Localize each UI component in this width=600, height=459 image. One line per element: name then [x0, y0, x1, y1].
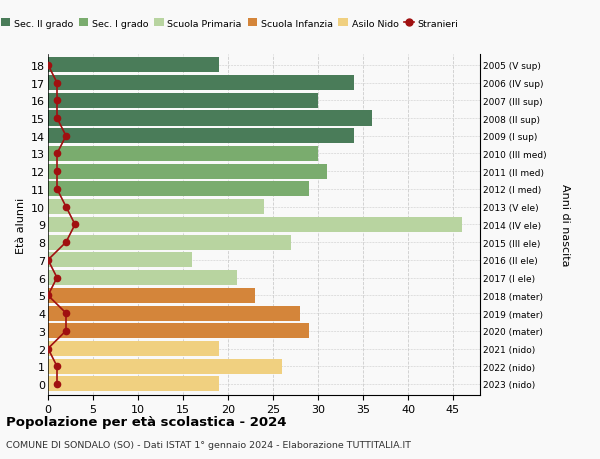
Bar — [48, 306, 300, 321]
Bar — [48, 94, 318, 109]
Bar — [48, 129, 354, 144]
Bar — [48, 76, 354, 91]
Bar — [48, 376, 219, 392]
Bar — [48, 359, 282, 374]
Bar — [48, 111, 372, 126]
Bar — [48, 182, 309, 197]
Bar — [48, 58, 219, 73]
Bar — [48, 200, 264, 215]
Bar — [48, 324, 309, 339]
Bar — [48, 146, 318, 162]
Bar — [48, 164, 327, 179]
Y-axis label: Anni di nascita: Anni di nascita — [560, 184, 570, 266]
Text: Popolazione per età scolastica - 2024: Popolazione per età scolastica - 2024 — [6, 415, 287, 428]
Legend: Sec. II grado, Sec. I grado, Scuola Primaria, Scuola Infanzia, Asilo Nido, Stran: Sec. II grado, Sec. I grado, Scuola Prim… — [0, 16, 462, 32]
Bar — [48, 253, 192, 268]
Bar — [48, 341, 219, 356]
Bar — [48, 270, 237, 285]
Bar — [48, 218, 462, 232]
Bar — [48, 288, 255, 303]
Y-axis label: Età alunni: Età alunni — [16, 197, 26, 253]
Bar — [48, 235, 291, 250]
Text: COMUNE DI SONDALO (SO) - Dati ISTAT 1° gennaio 2024 - Elaborazione TUTTITALIA.IT: COMUNE DI SONDALO (SO) - Dati ISTAT 1° g… — [6, 440, 411, 449]
